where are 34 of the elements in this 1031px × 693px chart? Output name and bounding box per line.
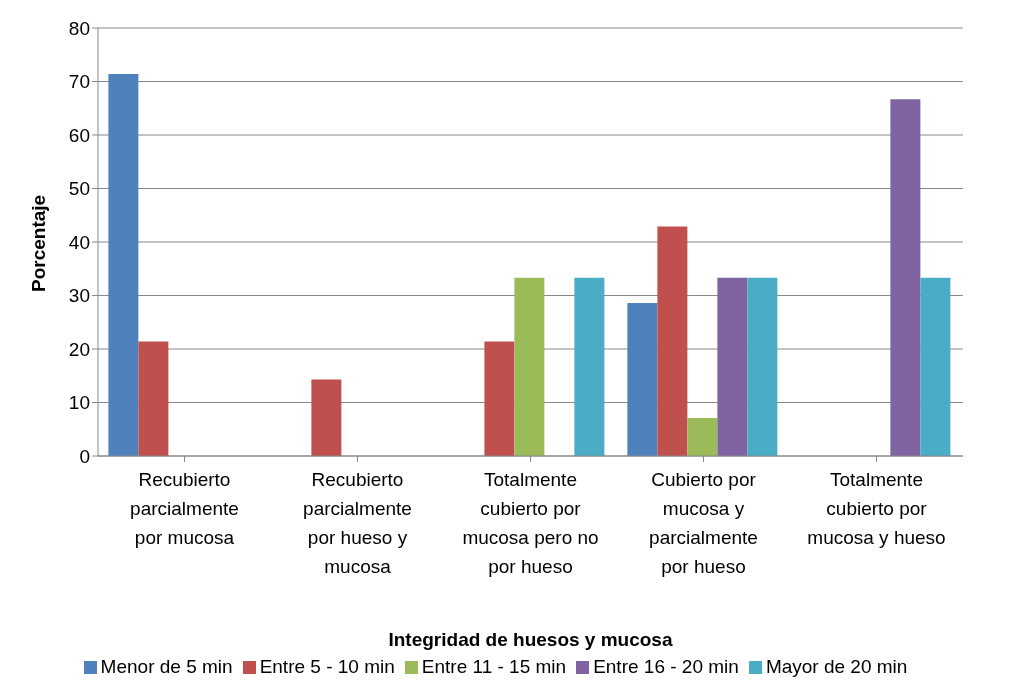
y-tick-label: 80 xyxy=(68,17,90,39)
y-axis-title: Porcentaje xyxy=(27,194,49,292)
bar xyxy=(311,379,342,456)
x-tick-label: Recubierto parcialmente por hueso y mucosa xyxy=(303,469,412,577)
y-tick-label: 70 xyxy=(68,71,90,93)
x-tick-label: Cubierto por mucosa y parcialmente por hueso xyxy=(649,469,758,577)
y-tick-label: 40 xyxy=(68,231,90,253)
y-tick-label: 30 xyxy=(68,285,90,307)
legend-label: Entre 11 - 15 min xyxy=(421,656,567,677)
y-tick-label: 10 xyxy=(68,392,90,414)
bar xyxy=(920,277,951,456)
legend-label: Entre 16 - 20 min xyxy=(593,656,739,677)
y-tick-label: 60 xyxy=(68,124,90,146)
bar xyxy=(484,341,515,456)
bar xyxy=(717,277,748,456)
legend-label: Mayor de 20 min xyxy=(765,656,908,677)
bar xyxy=(890,99,921,456)
bar xyxy=(514,277,545,456)
bar xyxy=(687,418,718,456)
y-tick-label: 20 xyxy=(68,338,90,360)
bar xyxy=(627,302,658,456)
x-tick-label: Totalmente cubierto por mucosa y hueso xyxy=(807,469,946,548)
x-axis-title: Integridad de huesos y mucosa xyxy=(388,629,673,650)
bar xyxy=(108,74,139,456)
x-tick-label: Totalmente cubierto por mucosa pero no por hueso xyxy=(462,469,599,577)
bar xyxy=(657,226,688,456)
y-tick-label: 50 xyxy=(68,178,90,200)
bar xyxy=(747,277,778,456)
bar xyxy=(574,277,605,456)
legend-label: Menor de 5 min xyxy=(100,656,233,677)
bar xyxy=(138,341,169,456)
legend-label: Entre 5 - 10 min xyxy=(259,656,395,677)
x-tick-label: Recubierto parcialmente por mucosa xyxy=(130,469,239,548)
y-tick-label: 0 xyxy=(79,445,90,467)
